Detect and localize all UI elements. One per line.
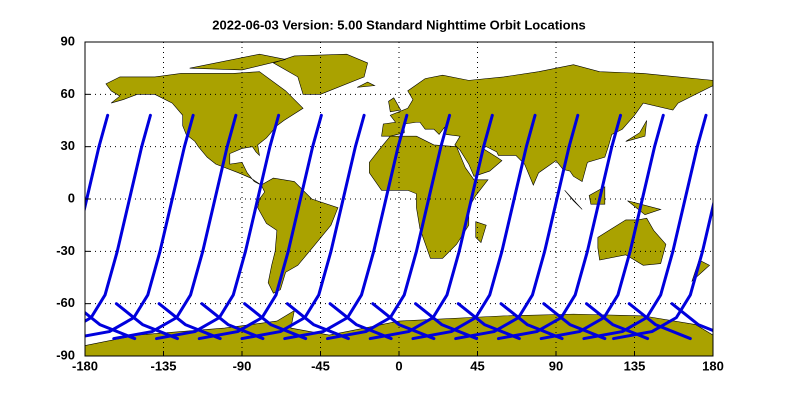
orbit-track (114, 302, 179, 341)
y-tick-label: 30 (61, 138, 75, 153)
south-america (258, 178, 338, 293)
y-tick-label: -90 (56, 347, 75, 362)
orbit-track (456, 302, 521, 341)
orbit-track (85, 113, 152, 323)
orbit-track (414, 302, 479, 341)
arctic-islands (190, 54, 286, 70)
y-tick-label: 60 (61, 86, 75, 101)
x-tick-label: -135 (150, 358, 176, 373)
y-tick-label: 0 (68, 190, 75, 205)
x-tick-label: 0 (395, 358, 402, 373)
x-tick-label: -90 (233, 358, 252, 373)
japan (626, 121, 647, 142)
y-tick-label: 90 (61, 33, 75, 48)
y-tick-label: -60 (56, 295, 75, 310)
plot-area (85, 42, 713, 356)
x-tick-label: -45 (311, 358, 330, 373)
orbit-track (285, 302, 350, 341)
indonesia (565, 187, 661, 215)
north-america (106, 72, 303, 185)
x-tick-label: 45 (470, 358, 484, 373)
axes: -180 -135 -90 -45 0 45 90 135 180 -90 -60 -30 0 30 60 9… (56, 33, 724, 373)
orbit-track (85, 113, 110, 214)
britain (389, 98, 401, 112)
orbit-track (200, 302, 265, 341)
orbit-track (85, 113, 195, 338)
x-tick-label: 135 (624, 358, 646, 373)
orbit-track (612, 199, 713, 341)
orbit-track (328, 302, 393, 341)
orbit-track (85, 310, 137, 341)
orbit-track (371, 302, 436, 341)
orbit-track (585, 302, 650, 341)
y-tick-label: -30 (56, 243, 75, 258)
orbit-track (542, 302, 607, 341)
orbit-tracks (85, 113, 713, 341)
madagascar (476, 222, 486, 243)
orbit-track (670, 302, 713, 333)
orbit-track (499, 302, 564, 341)
orbit-track (627, 302, 692, 341)
chart-title: 2022-06-03 Version: 5.00 Standard Nightt… (212, 17, 586, 32)
x-tick-label: 90 (549, 358, 563, 373)
orbit-track (157, 302, 222, 341)
x-tick-label: 180 (702, 358, 724, 373)
greenland (273, 54, 367, 94)
x-tick-label: -180 (72, 358, 98, 373)
orbit-track (243, 302, 308, 341)
iceland (357, 82, 374, 87)
